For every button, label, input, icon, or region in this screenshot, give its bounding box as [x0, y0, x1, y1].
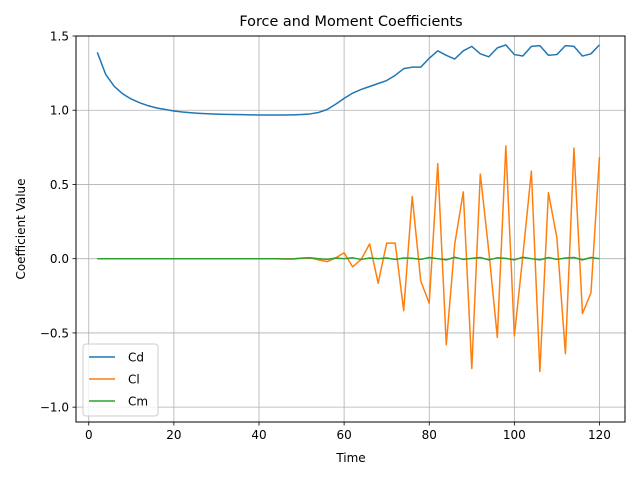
plot-area: [96, 44, 601, 373]
series-line-cd: [96, 44, 601, 116]
y-tick-label: 0.5: [50, 178, 69, 192]
legend-label-cm: Cm: [128, 395, 148, 409]
x-tick-label: 0: [85, 428, 93, 442]
y-tick-label: −0.5: [40, 326, 69, 340]
chart-title: Force and Moment Coefficients: [239, 14, 462, 30]
y-tick-label: 1.0: [50, 104, 69, 118]
y-tick-label: −1.0: [40, 401, 69, 415]
y-tick-label: 1.5: [50, 30, 69, 44]
legend: Cd Cl Cm: [82, 343, 159, 417]
x-tick-label: 20: [166, 428, 181, 442]
x-axis-label: Time: [335, 451, 365, 465]
x-tick-label: 120: [588, 428, 611, 442]
y-tick-label: 0.0: [50, 252, 69, 266]
x-tick-label: 60: [336, 428, 351, 442]
legend-label-cl: Cl: [128, 373, 140, 387]
x-tick-label: 80: [422, 428, 437, 442]
legend-box: [82, 343, 159, 417]
y-axis-label: Coefficient Value: [14, 178, 28, 279]
series-line-cm: [97, 256, 600, 261]
x-axis: 0 20 40 60 80 100 120: [85, 422, 611, 442]
y-axis: −1.0 −0.5 0.0 0.5 1.0 1.5: [40, 30, 76, 415]
x-tick-label: 100: [503, 428, 526, 442]
plot-frame: [75, 35, 626, 423]
x-tick-label: 40: [251, 428, 266, 442]
legend-label-cd: Cd: [128, 351, 144, 365]
